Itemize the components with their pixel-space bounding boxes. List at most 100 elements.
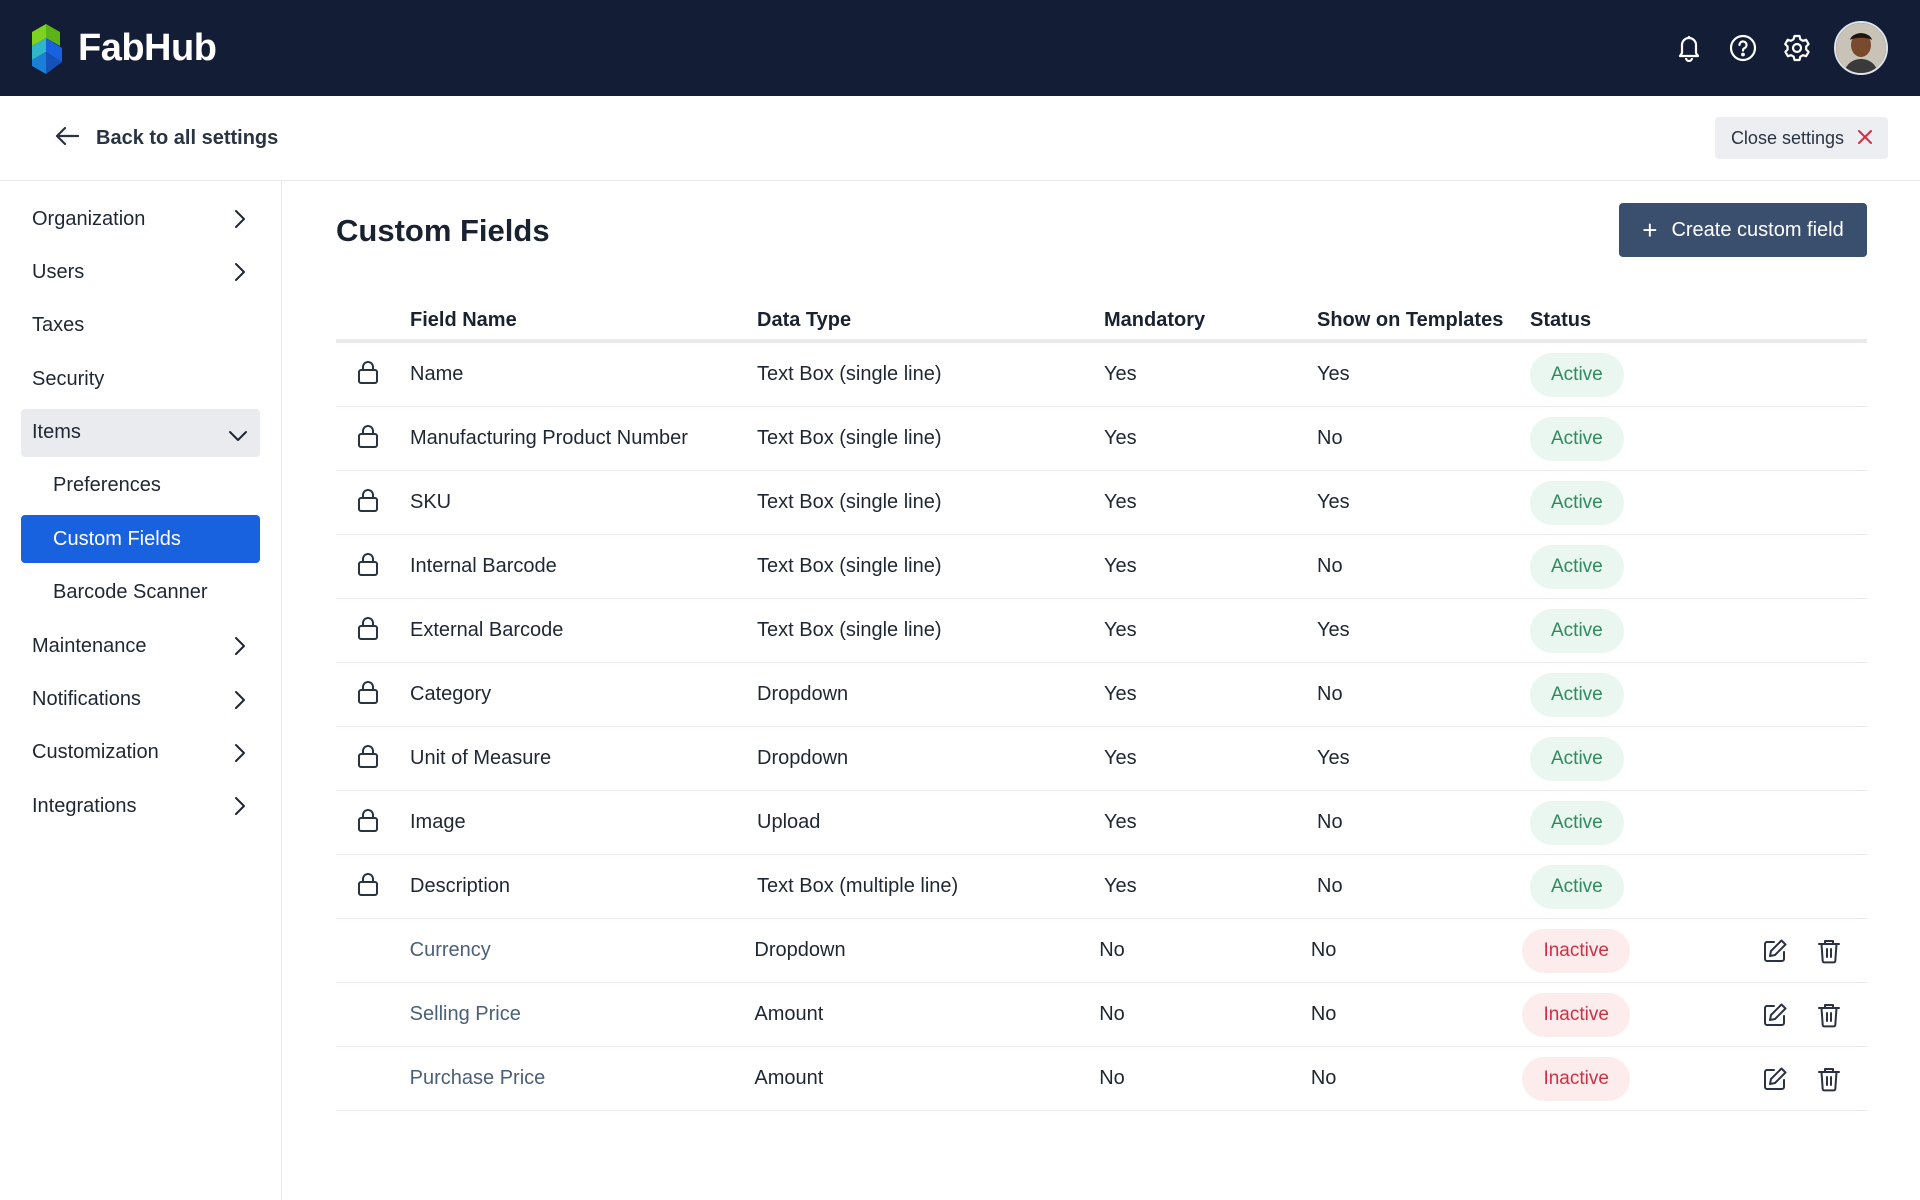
back-label: Back to all settings: [96, 126, 279, 149]
chevron-right-icon: [234, 796, 246, 822]
field-show-on-templates: No: [1317, 427, 1343, 449]
sidebar-item-label: Security: [32, 367, 105, 390]
field-data-type: Text Box (single line): [757, 555, 942, 577]
table-row[interactable]: Selling Price Amount No No Inactive: [336, 983, 1867, 1047]
field-name: Description: [410, 875, 511, 897]
chevron-right-icon: [234, 262, 246, 288]
field-name: Purchase Price: [409, 1067, 546, 1089]
sidebar-item-preferences[interactable]: Preferences: [21, 462, 260, 510]
field-show-on-templates: No: [1310, 1067, 1337, 1089]
edit-icon[interactable]: [1755, 995, 1795, 1035]
lock-icon: [356, 423, 380, 455]
lock-icon: [356, 487, 380, 519]
back-to-settings-link[interactable]: Back to all settings: [54, 125, 278, 152]
table-row[interactable]: Purchase Price Amount No No Inactive: [336, 1047, 1867, 1111]
table-header: Field Name Data Type Mandatory Show on T…: [336, 301, 1867, 343]
sidebar-item-maintenance[interactable]: Maintenance: [21, 622, 260, 670]
chevron-right-icon: [234, 209, 246, 235]
table-row[interactable]: Unit of Measure Dropdown Yes Yes Active: [336, 727, 1867, 791]
field-mandatory: Yes: [1104, 747, 1137, 769]
app-name: FabHub: [78, 26, 217, 69]
status-badge: Active: [1530, 736, 1624, 781]
trash-icon[interactable]: [1809, 1059, 1849, 1099]
field-name: Unit of Measure: [410, 747, 552, 769]
edit-icon[interactable]: [1755, 1059, 1795, 1099]
table-row[interactable]: Description Text Box (multiple line) Yes No…: [336, 855, 1867, 919]
trash-icon[interactable]: [1809, 931, 1849, 971]
field-show-on-templates: No: [1310, 1003, 1337, 1025]
avatar[interactable]: [1834, 21, 1888, 75]
close-settings-button[interactable]: Close settings: [1714, 117, 1888, 159]
status-badge: Active: [1530, 800, 1624, 845]
sidebar-item-taxes[interactable]: Taxes: [21, 302, 260, 350]
field-name: Name: [410, 363, 464, 385]
sidebar-item-items[interactable]: Items: [21, 408, 260, 457]
fabhub-logo-icon: [32, 22, 64, 74]
status-badge: Inactive: [1522, 928, 1630, 973]
lock-icon: [356, 551, 380, 583]
sidebar-item-label: Maintenance: [32, 634, 147, 657]
table-row[interactable]: Manufacturing Product Number Text Box (si…: [336, 407, 1867, 471]
create-button-label: Create custom field: [1671, 218, 1844, 241]
table-row[interactable]: Internal Barcode Text Box (single line) Ye…: [336, 535, 1867, 599]
field-show-on-templates: No: [1317, 875, 1343, 897]
table-row[interactable]: SKU Text Box (single line) Yes Yes Active: [336, 471, 1867, 535]
sidebar-item-customization[interactable]: Customization: [21, 729, 260, 777]
status-badge: Active: [1530, 544, 1624, 589]
status-badge: Active: [1530, 608, 1624, 653]
table-row[interactable]: Image Upload Yes No Active: [336, 791, 1867, 855]
field-mandatory: No: [1099, 1067, 1125, 1089]
sidebar-item-custom-fields[interactable]: Custom Fields: [21, 515, 260, 564]
chevron-right-icon: [234, 636, 246, 662]
settings-subbar: Back to all settings Close settings: [0, 96, 1920, 181]
status-badge: Active: [1530, 416, 1624, 461]
field-show-on-templates: No: [1317, 683, 1343, 705]
close-settings-label: Close settings: [1730, 127, 1844, 148]
sidebar-item-organization[interactable]: Organization: [21, 195, 260, 243]
status-badge: Inactive: [1522, 992, 1630, 1037]
field-name: Internal Barcode: [410, 555, 557, 577]
gear-icon[interactable]: [1770, 21, 1824, 75]
field-data-type: Amount: [754, 1003, 824, 1025]
sidebar-item-label: Customization: [32, 741, 159, 764]
table-row[interactable]: Currency Dropdown No No Inactive: [336, 919, 1867, 983]
field-mandatory: Yes: [1104, 683, 1137, 705]
plus-icon: +: [1642, 215, 1658, 245]
column-header-show-on-templates: Show on Templates: [1317, 308, 1504, 331]
sidebar-item-label: Custom Fields: [53, 527, 181, 550]
sidebar-item-notifications[interactable]: Notifications: [21, 676, 260, 724]
field-mandatory: Yes: [1104, 363, 1137, 385]
sidebar-item-users[interactable]: Users: [21, 248, 260, 296]
sidebar-item-barcode-scanner[interactable]: Barcode Scanner: [21, 569, 260, 617]
field-mandatory: Yes: [1104, 875, 1137, 897]
lock-icon: [356, 359, 380, 391]
field-name: External Barcode: [410, 619, 564, 641]
field-data-type: Text Box (single line): [757, 363, 942, 385]
table-row[interactable]: External Barcode Text Box (single line) Ye…: [336, 599, 1867, 663]
lock-icon: [356, 871, 380, 903]
brand[interactable]: FabHub: [32, 22, 217, 74]
sidebar-item-security[interactable]: Security: [21, 355, 260, 403]
sidebar-item-integrations[interactable]: Integrations: [21, 782, 260, 830]
field-show-on-templates: Yes: [1317, 491, 1350, 513]
field-name: Manufacturing Product Number: [410, 427, 688, 449]
field-name: SKU: [410, 491, 452, 513]
field-show-on-templates: Yes: [1317, 747, 1350, 769]
trash-icon[interactable]: [1809, 995, 1849, 1035]
custom-fields-table: Field Name Data Type Mandatory Show on T…: [336, 301, 1867, 1111]
status-badge: Active: [1530, 864, 1624, 909]
create-custom-field-button[interactable]: + Create custom field: [1619, 203, 1867, 257]
edit-icon[interactable]: [1755, 931, 1795, 971]
table-row[interactable]: Category Dropdown Yes No Active: [336, 663, 1867, 727]
top-bar: FabHub: [0, 0, 1920, 96]
column-header-field-name: Field Name: [410, 308, 517, 331]
help-icon[interactable]: [1716, 21, 1770, 75]
lock-icon: [356, 679, 380, 711]
sidebar-item-label: Users: [32, 260, 85, 283]
chevron-down-icon: [228, 425, 248, 448]
table-row[interactable]: Name Text Box (single line) Yes Yes Active: [336, 343, 1867, 407]
field-mandatory: No: [1099, 1003, 1125, 1025]
bell-icon[interactable]: [1662, 21, 1716, 75]
field-show-on-templates: No: [1317, 555, 1343, 577]
table-body: Name Text Box (single line) Yes Yes Active Ma…: [336, 343, 1867, 1111]
